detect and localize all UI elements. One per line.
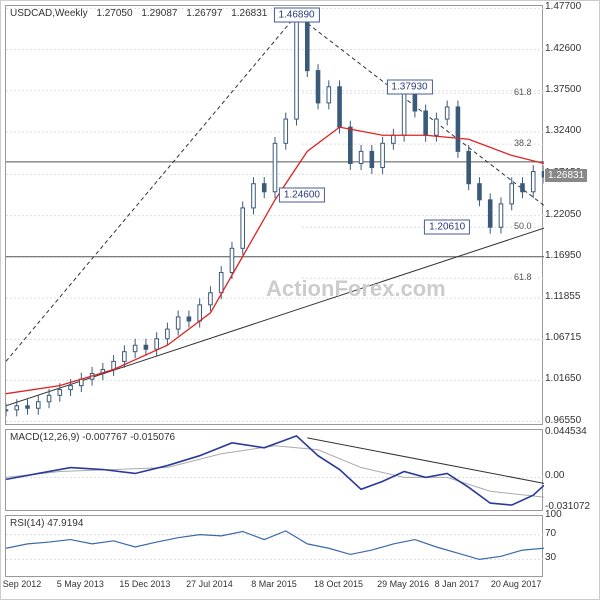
time-xaxis: 23 Sep 20125 May 201315 Dec 201327 Jul 2… xyxy=(5,579,543,597)
fib-level-label: 61.8 xyxy=(514,87,532,97)
symbol-label: USDCAD,Weekly xyxy=(10,8,88,19)
macd-title: MACD(12,26,9) -0.007767 -0.015076 xyxy=(10,432,175,443)
rsi-title: RSI(14) 47.9194 xyxy=(10,518,83,529)
current-price-label: 1.26831 xyxy=(545,169,587,182)
fib-level-label: 61.8 xyxy=(514,272,532,282)
price-yaxis: 0.96550 1.01650 1.06715 1.11855 1.16950 1.220… xyxy=(543,5,595,425)
rsi-panel[interactable]: RSI(14) 47.9194 xyxy=(5,515,543,577)
xaxis-tick: 8 Jan 2017 xyxy=(435,579,480,589)
yaxis-tick: 1.37500 xyxy=(545,84,581,95)
price-callout: 1.46890 xyxy=(273,7,319,22)
chart-container: USDCAD,Weekly 1.27050 1.29087 1.26797 1.… xyxy=(0,0,600,600)
xaxis-tick: 23 Sep 2012 xyxy=(0,579,41,589)
yaxis-tick: 1.16950 xyxy=(545,250,581,261)
xaxis-tick: 27 Jul 2014 xyxy=(186,579,233,589)
yaxis-tick: 30 xyxy=(545,552,556,563)
xaxis-tick: 5 May 2013 xyxy=(57,579,104,589)
macd-yaxis: -0.0310720.000.044534 xyxy=(543,429,595,511)
ohlc-close: 1.26831 xyxy=(231,8,267,19)
price-panel[interactable]: USDCAD,Weekly 1.27050 1.29087 1.26797 1.… xyxy=(5,5,543,425)
yaxis-tick: 0.044534 xyxy=(545,426,587,437)
yaxis-tick: 1.47700 xyxy=(545,1,581,12)
yaxis-tick: 100 xyxy=(545,509,562,520)
xaxis-tick: 29 May 2016 xyxy=(377,579,429,589)
yaxis-tick: 0.00 xyxy=(545,470,564,481)
yaxis-tick: 1.01650 xyxy=(545,373,581,384)
xaxis-tick: 8 Mar 2015 xyxy=(251,579,297,589)
macd-panel[interactable]: MACD(12,26,9) -0.007767 -0.015076 xyxy=(5,429,543,511)
price-callout: 1.24600 xyxy=(279,188,325,203)
price-callout: 1.37930 xyxy=(386,80,432,95)
rsi-yaxis: 3070100 xyxy=(543,515,595,577)
xaxis-tick: 15 Dec 2013 xyxy=(119,579,170,589)
xaxis-tick: 18 Oct 2015 xyxy=(314,579,363,589)
watermark: ActionForex.com xyxy=(266,276,446,302)
xaxis-tick: 20 Aug 2017 xyxy=(491,579,542,589)
price-svg xyxy=(6,6,544,426)
yaxis-tick: 1.22050 xyxy=(545,209,581,220)
price-callout: 1.20610 xyxy=(424,220,470,235)
fib-level-label: 50.0 xyxy=(514,221,532,231)
rsi-svg xyxy=(6,516,544,578)
yaxis-tick: 1.11855 xyxy=(545,291,580,302)
chart-title: USDCAD,Weekly 1.27050 1.29087 1.26797 1.… xyxy=(10,8,273,19)
ohlc-open: 1.27050 xyxy=(96,8,132,19)
ohlc-low: 1.26797 xyxy=(186,8,222,19)
fib-level-label: 38.2 xyxy=(514,138,532,148)
yaxis-tick: 70 xyxy=(545,528,556,539)
yaxis-tick: 1.32400 xyxy=(545,125,581,136)
yaxis-tick: 1.42600 xyxy=(545,43,581,54)
yaxis-tick: 1.06715 xyxy=(545,332,581,343)
ohlc-high: 1.29087 xyxy=(141,8,177,19)
yaxis-tick: 0.96550 xyxy=(545,415,581,426)
